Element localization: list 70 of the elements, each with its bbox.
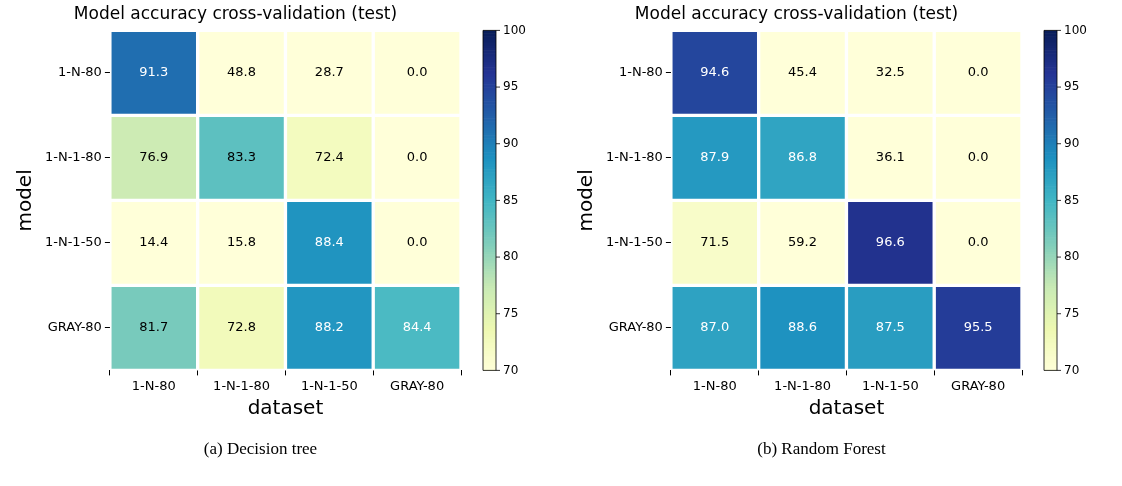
y-tick-label: 1-N-80 xyxy=(618,64,663,80)
text: (b) Random Forest xyxy=(756,439,887,459)
data-label: 0.0 xyxy=(406,149,428,165)
data-label: 36.1 xyxy=(875,149,905,165)
color-bar-label: 70 xyxy=(1064,362,1080,377)
data-label: 81.7 xyxy=(139,319,169,335)
data-label: 87.5 xyxy=(875,319,905,335)
data-label: 84.4 xyxy=(402,319,432,335)
data-label: 28.7 xyxy=(314,64,344,80)
color-bar-label: 90 xyxy=(503,135,519,150)
color-bar-label: 75 xyxy=(503,305,519,320)
x-tick-label: 1-N-1-50 xyxy=(300,377,358,393)
data-label: 0.0 xyxy=(967,64,989,80)
color-bar-label: 80 xyxy=(503,249,519,264)
data-label: 45.4 xyxy=(788,64,818,80)
data-label: 88.6 xyxy=(788,319,818,335)
color-bar-label: 85 xyxy=(503,192,519,207)
x-tick-label: 1-N-1-80 xyxy=(213,377,270,393)
data-label: 87.0 xyxy=(700,319,730,335)
data-label: 0.0 xyxy=(967,149,989,165)
x-tick-label: GRAY-80 xyxy=(390,377,445,393)
x-axis-title: dataset xyxy=(808,395,885,420)
x-tick-label: 1-N-80 xyxy=(692,377,737,393)
x-tick-label: 1-N-1-50 xyxy=(861,377,919,393)
data-label: 88.2 xyxy=(314,319,344,335)
data-label: 0.0 xyxy=(406,234,428,250)
data-label: 91.3 xyxy=(139,64,169,80)
data-label: 59.2 xyxy=(788,234,818,250)
y-tick-label: 1-N-1-80 xyxy=(605,149,663,165)
data-label: 72.8 xyxy=(227,319,257,335)
data-label: 15.8 xyxy=(227,234,257,250)
data-label: 72.4 xyxy=(314,149,344,165)
color-bar-label: 95 xyxy=(503,79,519,94)
chart-title: Model accuracy cross-validation (test) xyxy=(634,2,959,23)
y-tick-label: 1-N-1-80 xyxy=(44,149,102,165)
data-label: 76.9 xyxy=(139,149,169,165)
data-label: 96.6 xyxy=(875,234,905,250)
y-tick-label: 1-N-1-50 xyxy=(44,234,102,250)
y-axis-title: model xyxy=(12,169,37,232)
chart-title: Model accuracy cross-validation (test) xyxy=(73,2,398,23)
color-bar-label: 95 xyxy=(1064,79,1080,94)
color-bar-label: 90 xyxy=(1064,135,1080,150)
x-tick-label: 1-N-1-80 xyxy=(774,377,831,393)
data-label: 71.5 xyxy=(700,234,730,250)
y-tick-label: 1-N-1-50 xyxy=(605,234,663,250)
color-bar-label: 70 xyxy=(503,362,519,377)
x-axis-title: dataset xyxy=(247,395,324,420)
color-bar-label: 75 xyxy=(1064,305,1080,320)
color-bar-label: 100 xyxy=(1064,22,1087,37)
color-bar-label: 100 xyxy=(503,22,526,37)
data-label: 0.0 xyxy=(406,64,428,80)
x-tick-label: 1-N-80 xyxy=(131,377,176,393)
y-axis-title: model xyxy=(573,169,598,232)
data-label: 95.5 xyxy=(963,319,993,335)
text: (a) Decision tree xyxy=(202,439,319,459)
x-tick-label: GRAY-80 xyxy=(951,377,1006,393)
color-bar-label: 80 xyxy=(1064,249,1080,264)
data-label: 87.9 xyxy=(700,149,730,165)
color-bar-label: 85 xyxy=(1064,192,1080,207)
y-tick-label: GRAY-80 xyxy=(608,319,663,335)
data-label: 83.3 xyxy=(227,149,257,165)
data-label: 0.0 xyxy=(967,234,989,250)
data-label: 48.8 xyxy=(227,64,257,80)
data-label: 14.4 xyxy=(139,234,169,250)
data-label: 32.5 xyxy=(875,64,905,80)
y-tick-label: 1-N-80 xyxy=(57,64,102,80)
y-tick-label: GRAY-80 xyxy=(47,319,102,335)
data-label: 86.8 xyxy=(788,149,818,165)
data-label: 94.6 xyxy=(700,64,730,80)
data-label: 88.4 xyxy=(314,234,344,250)
